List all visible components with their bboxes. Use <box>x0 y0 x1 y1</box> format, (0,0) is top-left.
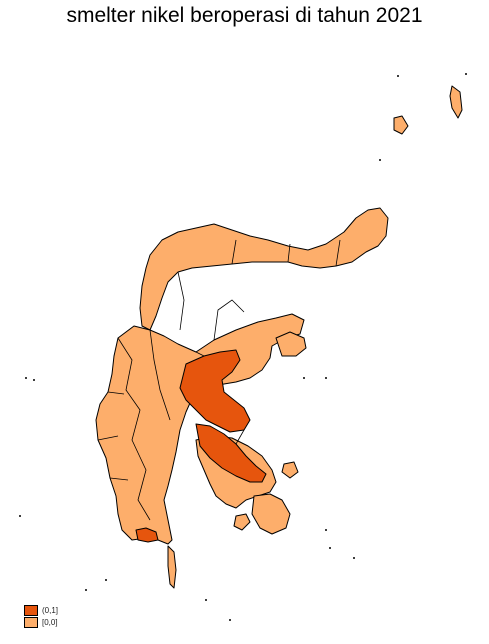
region-kabaena <box>233 513 251 531</box>
region-west-body <box>95 313 305 545</box>
region-smelter-south <box>135 527 159 543</box>
region-banggai <box>275 331 307 357</box>
region-selayar <box>167 545 177 589</box>
legend-swatch-high <box>24 604 38 616</box>
legend-label-low: [0,0] <box>42 617 58 627</box>
region-smelter-east <box>179 349 251 433</box>
region-smelter-southeast <box>195 423 267 483</box>
region-sangihe <box>393 115 409 135</box>
map-legend: (0,1] [0,0] <box>24 604 58 628</box>
region-north-arm <box>139 207 389 331</box>
legend-item-low: [0,0] <box>24 616 58 628</box>
district-boundaries <box>97 239 341 521</box>
legend-swatch-low <box>24 616 38 628</box>
region-talaud <box>449 85 463 119</box>
region-wakatobi <box>281 461 299 479</box>
legend-item-high: (0,1] <box>24 604 58 616</box>
small-islands <box>19 73 467 621</box>
map-title: smelter nikel beroperasi di tahun 2021 <box>66 4 423 27</box>
legend-label-high: (0,1] <box>42 605 59 615</box>
region-buton <box>251 493 291 535</box>
